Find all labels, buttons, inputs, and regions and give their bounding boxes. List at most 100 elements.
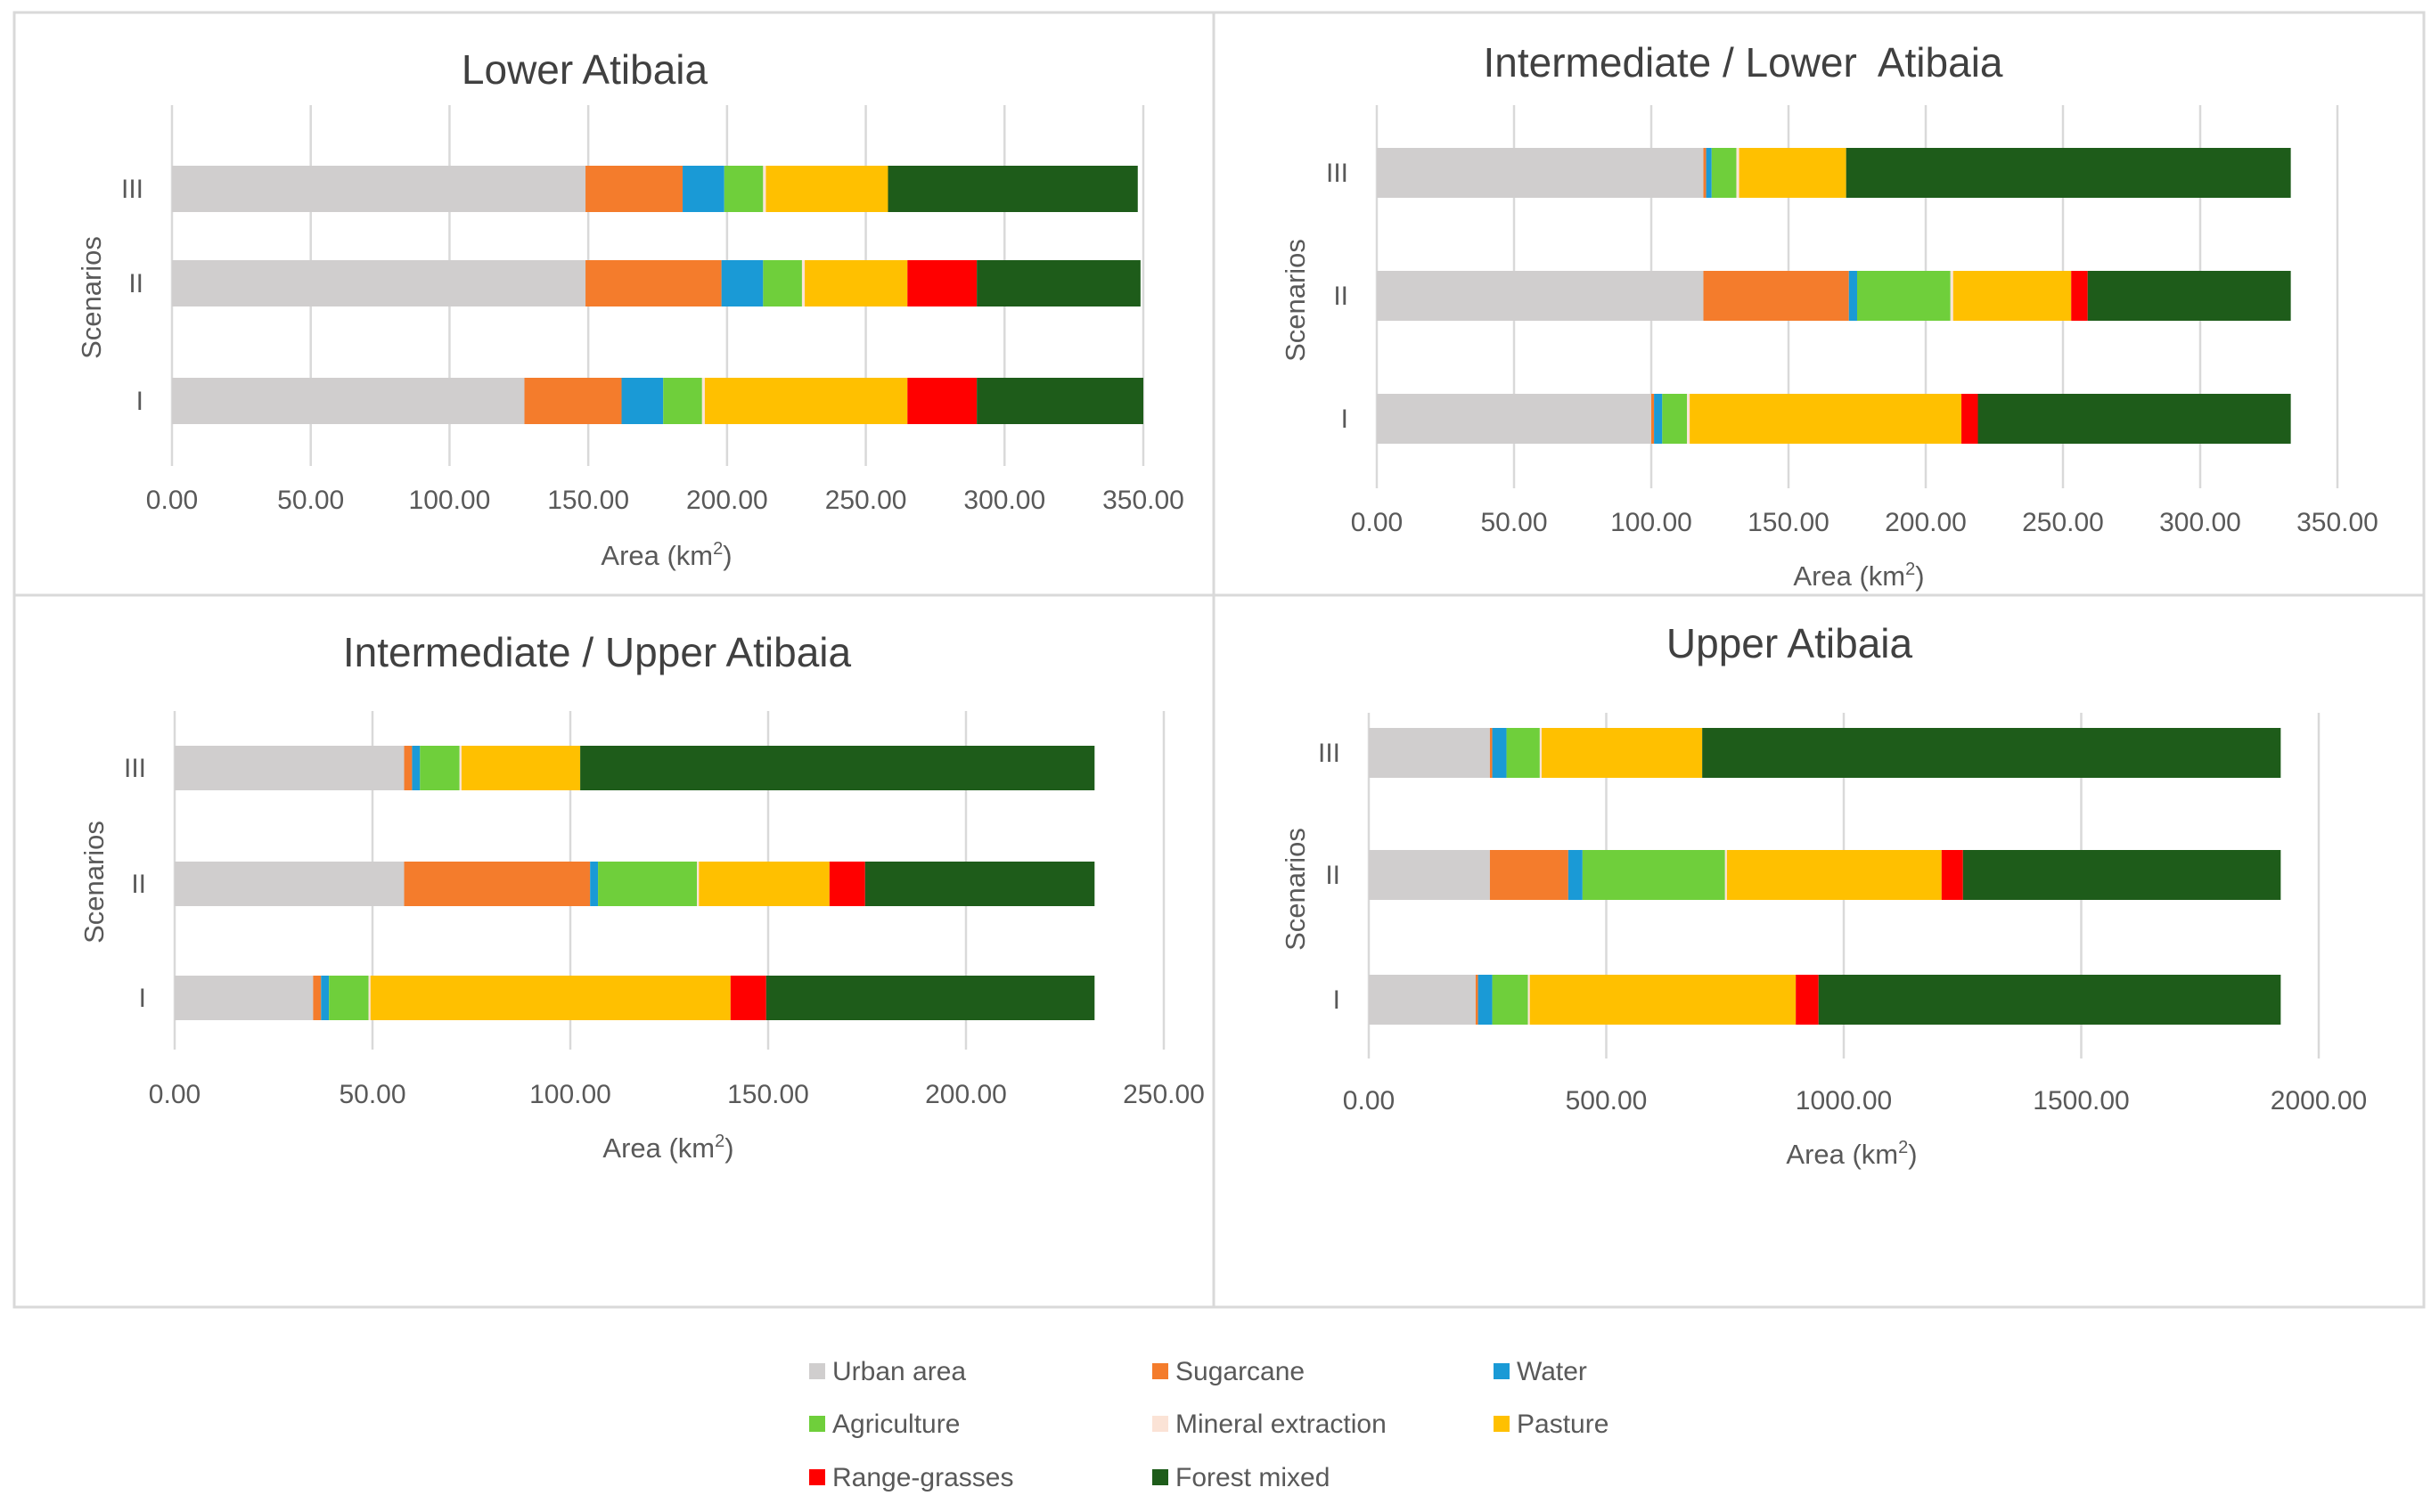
bar-segment-agriculture: [1506, 728, 1540, 778]
chart-intermediate-upper-atibaia: Intermediate / Upper Atibaia 0.00 50.00 10…: [78, 629, 1205, 1164]
bar-segment-forest-mixed: [977, 260, 1141, 306]
bar-segment-urban-area: [172, 260, 586, 306]
bar-segment-urban-area: [172, 166, 586, 212]
chart-lower-atibaia: Lower Atibaia 0.00 50.00 100.00 150.00 200.0…: [76, 46, 1184, 571]
y-axis-label: Scenarios: [1280, 239, 1311, 362]
x-tick-label: 0.00: [1343, 1086, 1395, 1116]
legend-label: Sugarcane: [1175, 1357, 1305, 1386]
bar-segment-urban-area: [175, 746, 405, 790]
bar-segment-sugarcane: [1703, 271, 1849, 321]
bar-segment-water: [412, 746, 421, 790]
legend-label: Forest mixed: [1175, 1463, 1330, 1492]
x-tick-label: 250.00: [1123, 1080, 1205, 1109]
category-label: II: [128, 269, 143, 298]
bar-segment-forest-mixed: [765, 976, 1095, 1020]
category-label: II: [131, 870, 146, 899]
x-tick-label: 300.00: [2159, 508, 2241, 537]
bar-segment-range-grasses: [2071, 271, 2088, 321]
legend-label: Water: [1517, 1357, 1587, 1386]
legend: Urban area Sugarcane Water Agriculture Miner…: [809, 1357, 1608, 1492]
category-label: III: [121, 175, 143, 204]
legend-swatch-urban: [809, 1363, 825, 1379]
bar-segment-sugarcane: [313, 976, 322, 1020]
bar-segment-mineral-extraction: [459, 746, 462, 790]
x-tick-label: 250.00: [825, 486, 907, 515]
x-tick-label: 0.00: [146, 486, 198, 515]
x-tick-label: 1500.00: [2033, 1086, 2129, 1116]
bar-segment-agriculture: [724, 166, 764, 212]
y-axis-label: Scenarios: [1280, 828, 1311, 951]
bar-segment-agriculture: [1711, 148, 1737, 198]
chart-title: Lower Atibaia: [462, 46, 708, 93]
x-tick-label: 150.00: [1748, 508, 1829, 537]
legend-label: Pasture: [1517, 1410, 1608, 1439]
bar-segment-range-grasses: [829, 862, 865, 906]
bar-segment-mineral-extraction: [1687, 394, 1690, 444]
x-tick-labels: 0.00 50.00 100.00 150.00 200.00 250.00 300.00 3…: [1351, 508, 2378, 537]
bar-segment-pasture: [805, 260, 908, 306]
bars: [1377, 148, 2291, 444]
x-tick-label: 0.00: [1351, 508, 1403, 537]
x-tick-label: 100.00: [1610, 508, 1692, 537]
bar-segment-urban-area: [1377, 148, 1704, 198]
category-label: I: [136, 387, 143, 416]
bars: [1369, 728, 2281, 1025]
x-tick-label: 1000.00: [1796, 1086, 1892, 1116]
x-tick-label: 50.00: [277, 486, 344, 515]
x-tick-label: 0.00: [149, 1080, 201, 1109]
panel-frame: [1212, 593, 2426, 1309]
chart-upper-atibaia: Upper Atibaia 0.00 500.00 1000.00 1500.00 20…: [1280, 620, 2367, 1170]
bar-segment-urban-area: [175, 862, 405, 906]
bar-segment-forest-mixed: [580, 746, 1095, 790]
bar-segment-agriculture: [329, 976, 369, 1020]
bar-segment-agriculture: [1582, 850, 1725, 900]
x-tick-label: 250.00: [2022, 508, 2104, 537]
category-label: III: [1318, 739, 1340, 768]
category-label: II: [1333, 282, 1348, 311]
bar-segment-urban-area: [172, 378, 525, 424]
bar-segment-pasture: [699, 862, 830, 906]
bar-segment-urban-area: [1369, 850, 1490, 900]
bar-segment-water: [1567, 850, 1583, 900]
bar-segment-pasture: [370, 976, 731, 1020]
legend-label: Urban area: [832, 1357, 966, 1386]
bar-segment-pasture: [765, 166, 888, 212]
bar-segment-sugarcane: [404, 746, 413, 790]
bars: [172, 166, 1143, 424]
legend-swatch-agriculture: [809, 1416, 825, 1432]
bar-segment-range-grasses: [907, 260, 978, 306]
bar-segment-pasture: [1529, 975, 1797, 1025]
legend-label: Range-grasses: [832, 1463, 1013, 1492]
bar-segment-agriculture: [598, 862, 698, 906]
legend-swatch-pasture: [1494, 1416, 1510, 1432]
legend-swatch-water: [1494, 1363, 1510, 1379]
bar-segment-urban-area: [1369, 975, 1476, 1025]
bar-segment-water: [321, 976, 330, 1020]
x-tick-label: 200.00: [686, 486, 768, 515]
x-tick-label: 100.00: [529, 1080, 611, 1109]
bar-segment-sugarcane: [1703, 148, 1707, 198]
bar-segment-agriculture: [1662, 394, 1688, 444]
chart-intermediate-lower-atibaia: Intermediate / Lower Atibaia 0.00 50.00 10…: [1280, 39, 2378, 592]
x-tick-label: 200.00: [925, 1080, 1007, 1109]
bar-segment-urban-area: [175, 976, 314, 1020]
bar-segment-forest-mixed: [1818, 975, 2281, 1025]
bar-segment-pasture: [1690, 394, 1962, 444]
y-axis-label: Scenarios: [76, 236, 107, 359]
legend-swatch-sugarcane: [1152, 1363, 1168, 1379]
bar-segment-pasture: [1739, 148, 1846, 198]
bar-segment-mineral-extraction: [1724, 850, 1727, 900]
bar-segment-mineral-extraction: [1527, 975, 1530, 1025]
legend-swatch-forest: [1152, 1469, 1168, 1485]
x-tick-label: 350.00: [2296, 508, 2378, 537]
legend-swatch-range: [809, 1469, 825, 1485]
bar-segment-urban-area: [1369, 728, 1490, 778]
x-axis-label: Area (km2): [1786, 1138, 1917, 1170]
bar-segment-forest-mixed: [888, 166, 1138, 212]
bar-segment-water: [1654, 394, 1663, 444]
x-tick-label: 2000.00: [2271, 1086, 2367, 1116]
bar-segment-forest-mixed: [1846, 148, 2291, 198]
